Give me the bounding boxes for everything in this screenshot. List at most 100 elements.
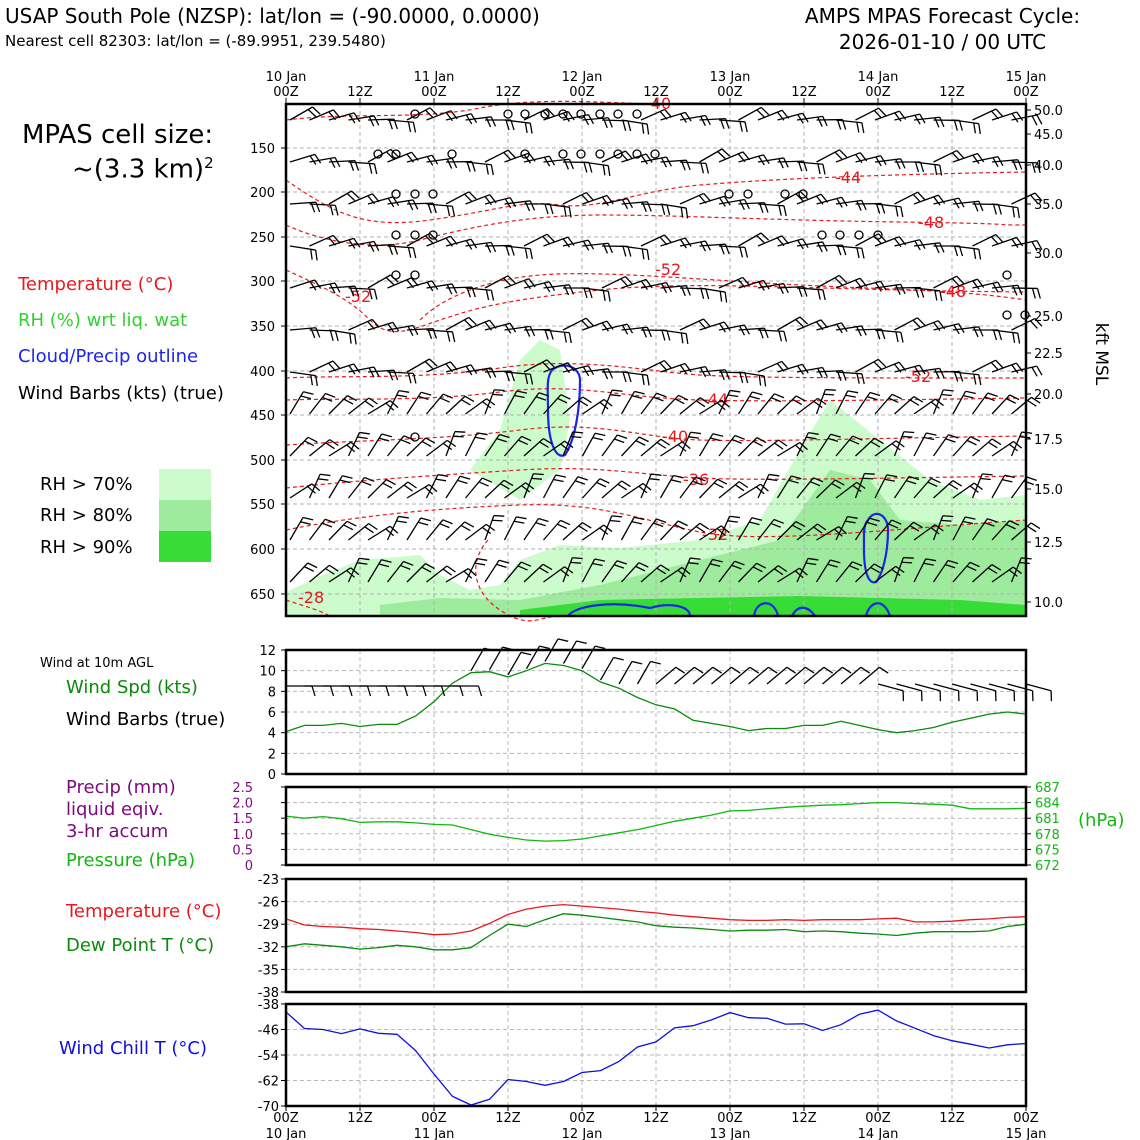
wind-barb-feather [939,165,943,176]
wind-barb-feather [490,242,497,253]
page-title: USAP South Pole (NZSP): lat/lon = (-90.0… [5,4,540,28]
wind-barb-feather [1012,332,1016,343]
wind-barb [874,393,893,415]
wind-barb-feather [533,473,544,476]
wind-barb-feather [756,562,767,569]
wind-barb-feather [400,439,411,445]
wind-barb [659,475,675,499]
wind-barb-feather [727,520,738,523]
wind-barb-feather [348,365,356,375]
wind-barb-feather [315,327,321,338]
wind-barb-feather [507,275,516,284]
pressure-right-tick-label: 687 [1035,781,1060,796]
wind-barb-feather [407,481,417,489]
wind-barb-feather [901,435,913,438]
wind-barb [757,474,770,499]
wind-barb [991,440,1014,457]
wind-barb-feather [778,205,782,216]
pressure-right-tick-label: 672 [1035,859,1060,874]
kft-tick-label: 30.0 [1034,247,1063,262]
wind-barb [894,191,918,205]
wind-barb-feather [509,197,517,208]
wind-barb-feather [492,393,503,396]
wind-barb-feather [888,523,899,529]
wind-barb-feather [464,193,473,203]
wind-barb-feather [734,560,745,566]
pressure-line [285,801,1027,842]
wind-barb-feather [987,567,998,574]
wind-barb-feather [958,323,965,334]
wind-barb-feather [460,524,471,532]
wind-barb-feather [731,564,742,570]
wind-barb [309,360,334,373]
wind-barb-feather [945,563,956,569]
wind-barb-feather [752,391,763,396]
wind-barb-feather [1011,238,1019,249]
wind-barb-10m [840,666,862,685]
wind-barb-feather [847,390,859,394]
wind-barb-feather [398,515,409,519]
wind-barb-feather [314,154,322,164]
wind-barb-feather [677,569,687,578]
wind-barb-feather [795,395,806,402]
wind-barb-feather [420,517,432,522]
wind-barb-feather [563,285,570,296]
wind-barb-feather [531,477,542,480]
wind-barb-feather [903,556,914,559]
wind-barb [562,522,583,541]
wind-barb-feather [778,330,783,342]
wind-barb [913,161,940,166]
windchill-tick-label: -54 [258,1049,279,1064]
wind-barb-feather [1031,162,1036,173]
wind-barb-feather [348,685,353,697]
kft-tick-label: 20.0 [1034,388,1063,403]
wind-barb-feather [774,393,785,399]
wind-barb [738,232,762,247]
wind-barb-feather [962,520,974,525]
wind-barb-feather [685,159,691,171]
wind-barb-feather [664,234,672,244]
wind-barb [640,518,657,541]
calm-wind-marker [576,149,586,159]
wind-barb-feather [474,436,486,440]
wind-barb-feather [484,196,493,206]
wind-barb-feather [339,479,351,484]
wind-barb-feather [431,280,439,290]
wind-barb-feather [347,395,357,402]
wind-barb-feather [992,204,997,215]
wind-barb-feather [446,205,451,217]
wind-barb-feather [539,645,550,650]
wind-barb-feather [325,442,335,450]
wind-barb [718,119,745,123]
wind-barb-feather [645,153,653,163]
wind-barb-feather [353,363,361,373]
wind-barb-feather [792,398,803,406]
wind-barb-feather [749,666,760,674]
wind-barb-feather [385,685,390,697]
wind-barb-feather [978,374,982,386]
wind-barb-feather [421,440,432,448]
wind-barb-feather [468,316,477,326]
wind-barb-feather [524,248,528,259]
wind-barb-feather [809,481,821,487]
x-tick-label-hour: 12Z [791,1111,817,1126]
wind-barb-feather [560,394,571,400]
wind-barb-feather [766,478,778,482]
wind-barb-feather [755,486,765,495]
wind-barb-feather [350,441,360,450]
wind-barb-feather [731,438,742,444]
wind-barb-feather [870,566,881,574]
wind-barb-feather [895,206,899,217]
wind-barb-feather [641,374,645,385]
wind-barb-feather [781,361,790,370]
wind-barb-feather [912,194,921,203]
label-pressure: Pressure (hPa) [66,850,196,871]
wind-barb-feather [827,437,839,442]
wind-barb [757,360,783,373]
wind-barb-feather [685,207,689,219]
cloud-outline [791,606,816,617]
wind-barb [601,434,618,457]
wind-barb-feather [877,358,887,368]
swatch-rh80 [159,500,211,531]
wind-barb-feather [599,527,609,535]
